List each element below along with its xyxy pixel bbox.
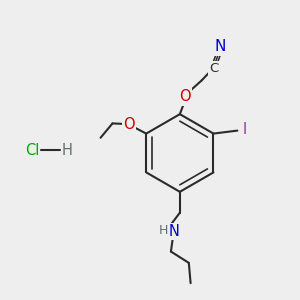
Text: N: N — [169, 224, 179, 239]
Text: H: H — [159, 224, 168, 236]
Text: H: H — [62, 142, 73, 158]
Text: O: O — [179, 89, 191, 104]
Text: N: N — [214, 40, 226, 55]
Text: O: O — [123, 116, 135, 131]
Text: C: C — [209, 62, 218, 75]
Text: Cl: Cl — [25, 142, 39, 158]
Text: I: I — [242, 122, 247, 137]
